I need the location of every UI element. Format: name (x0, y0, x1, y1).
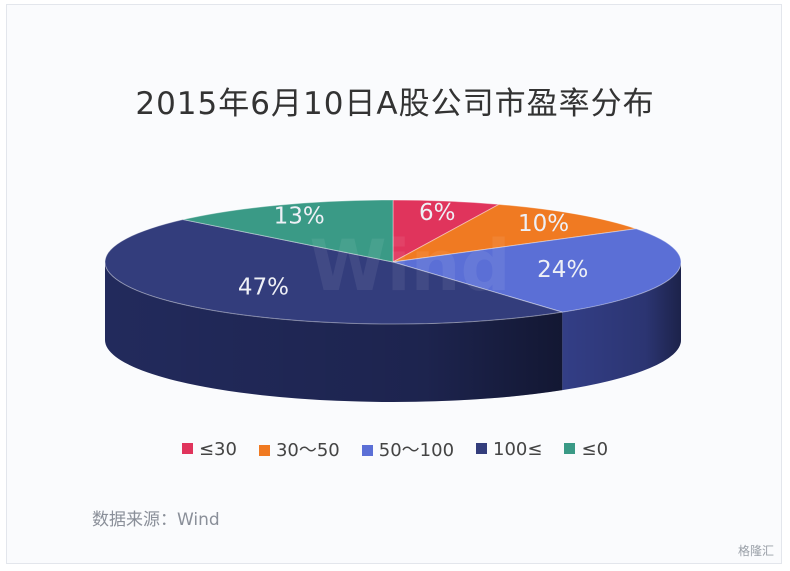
slice-label-4: 13% (274, 203, 325, 229)
pie-labels: 6% 10% 24% 47% 13% (238, 200, 588, 301)
legend-swatch-2 (361, 444, 373, 456)
legend-swatch-1 (258, 444, 270, 456)
legend-item-3: 100≤ (476, 439, 542, 460)
chart-legend: ≤30 30～50 50～100 100≤ ≤0 (0, 436, 790, 462)
pie-slice-4 (182, 199, 394, 263)
wind-watermark: Wind (309, 225, 510, 307)
legend-item-0: ≤30 (181, 438, 237, 460)
pie-slice-2 (392, 228, 682, 313)
legend-swatch-0 (181, 443, 193, 454)
legend-swatch-4 (564, 443, 576, 454)
legend-label-1: 30～50 (275, 440, 340, 461)
legend-swatch-3 (476, 443, 488, 454)
legend-item-2: 50～100 (361, 436, 455, 462)
legend-item-1: 30～50 (258, 436, 340, 462)
legend-label-0: ≤30 (198, 438, 237, 460)
slice-label-1: 10% (518, 211, 569, 237)
slice-label-0: 6% (419, 200, 456, 226)
corner-badge: 格隆汇 (737, 544, 774, 558)
pie-slice-1 (392, 203, 637, 263)
slice-label-3: 47% (238, 275, 289, 301)
slice-label-2: 24% (537, 257, 588, 283)
pie-sides (105, 262, 681, 402)
pie-side-shade-3 (105, 262, 563, 402)
legend-label-4: ≤0 (581, 438, 609, 460)
chart-title: 2015年6月10日A股公司市盈率分布 (135, 86, 655, 122)
pie-slice-0 (392, 199, 501, 263)
legend-item-4: ≤0 (564, 439, 608, 460)
pie-tops (104, 199, 682, 325)
pie-slice-3 (104, 219, 563, 325)
pie-chart: Wind 6% 10% 24% 47% 13% (104, 199, 682, 402)
legend-label-3: 100≤ (493, 438, 543, 460)
legend-label-2: 50～100 (378, 440, 455, 461)
source-note: 数据来源：Wind (92, 510, 220, 530)
pie-side-shade-2 (562, 262, 681, 391)
